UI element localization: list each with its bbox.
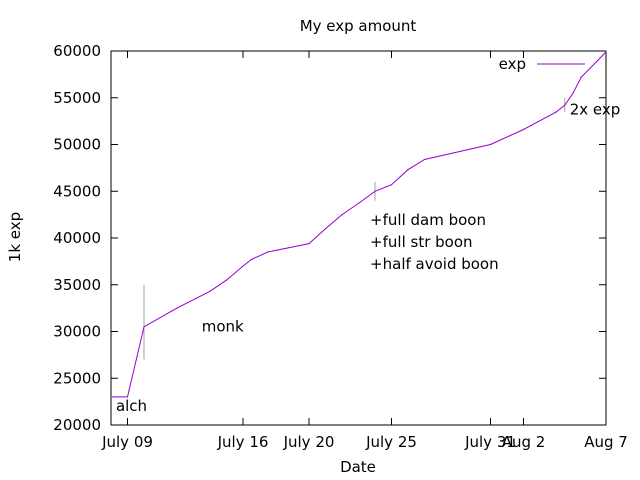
y-tick-label: 45000 xyxy=(53,182,101,200)
x-tick-label: July 16 xyxy=(217,433,269,451)
x-tick-label: Aug 2 xyxy=(502,433,546,451)
annotation-double: 2x exp xyxy=(570,101,621,119)
x-tick-label: July 31 xyxy=(464,433,516,451)
y-tick-label: 35000 xyxy=(53,276,101,294)
chart-title: My exp amount xyxy=(300,17,417,35)
data-point xyxy=(489,143,492,146)
data-point xyxy=(390,184,393,186)
annotation-monk: monk xyxy=(202,318,244,336)
data-point xyxy=(176,307,178,309)
data-point xyxy=(126,396,129,398)
data-point xyxy=(597,59,599,61)
data-point xyxy=(324,228,327,230)
data-point xyxy=(341,214,343,216)
data-point xyxy=(423,158,426,161)
y-tick-label: 50000 xyxy=(53,136,101,154)
y-tick-label: 20000 xyxy=(53,416,101,434)
y-tick-label: 40000 xyxy=(53,229,101,247)
data-point xyxy=(143,326,145,328)
data-point xyxy=(267,251,269,253)
data-point xyxy=(572,92,574,94)
data-point xyxy=(242,265,244,267)
data-point xyxy=(374,190,376,192)
annotation-alch: alch xyxy=(116,397,147,415)
data-point xyxy=(564,104,566,106)
y-axis-label: 1k exp xyxy=(6,212,24,262)
x-tick-label: Aug 7 xyxy=(584,433,628,451)
data-point xyxy=(555,111,558,113)
annotation-boons-line: +full dam boon xyxy=(370,211,486,229)
data-point xyxy=(250,258,252,261)
data-point xyxy=(110,396,112,398)
y-tick-label: 25000 xyxy=(53,369,101,387)
data-point xyxy=(407,169,409,171)
x-tick-label: July 20 xyxy=(283,433,335,451)
y-tick-label: 60000 xyxy=(53,42,101,60)
x-axis-label: Date xyxy=(340,458,376,476)
data-point xyxy=(209,290,211,292)
data-point xyxy=(308,243,310,245)
data-point xyxy=(225,279,228,281)
annotation-boons-line: +full str boon xyxy=(370,233,472,251)
data-point xyxy=(580,76,582,78)
data-point xyxy=(357,202,360,205)
data-point xyxy=(605,51,607,53)
annotation-boons-line: +half avoid boon xyxy=(370,255,499,273)
x-tick-label: July 25 xyxy=(365,433,417,451)
x-tick-label: July 09 xyxy=(101,433,153,451)
y-tick-label: 55000 xyxy=(53,89,101,107)
y-tick-label: 30000 xyxy=(53,323,101,341)
legend-label: exp xyxy=(499,55,526,73)
data-point xyxy=(522,128,525,131)
